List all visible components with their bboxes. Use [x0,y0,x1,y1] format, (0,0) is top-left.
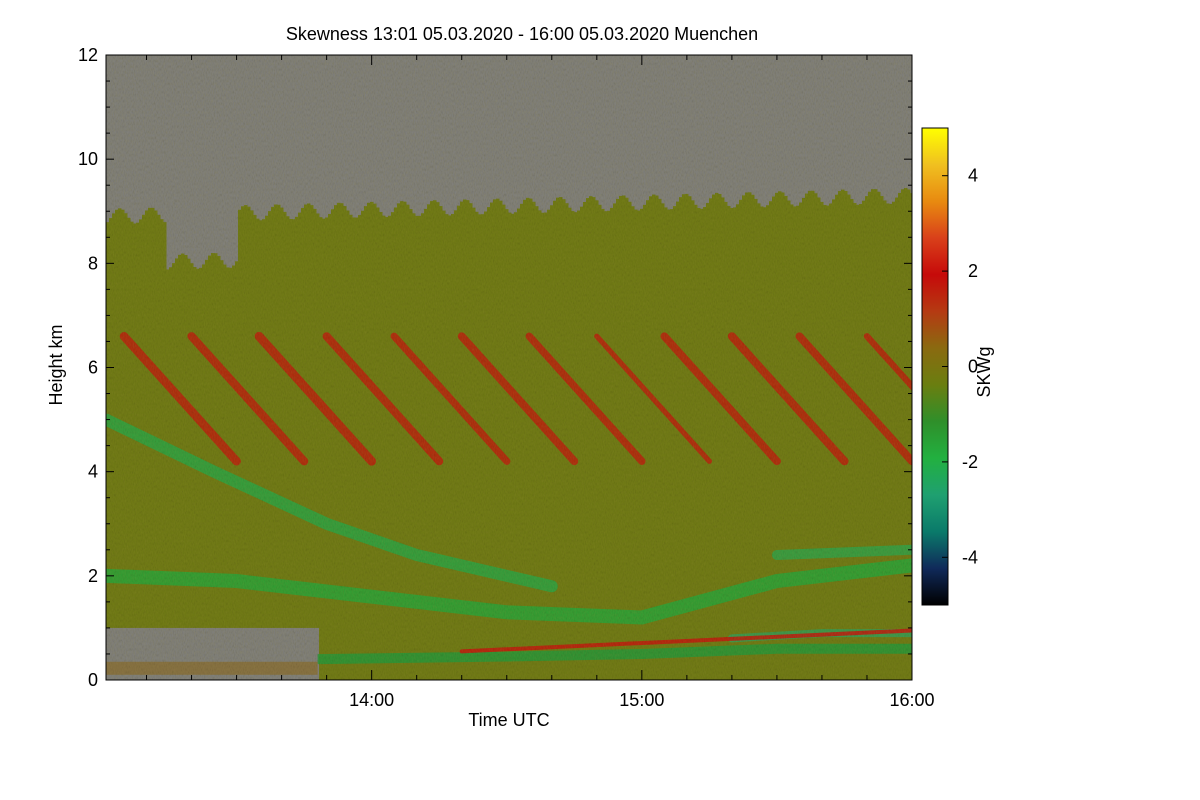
x-axis-label: Time UTC [468,710,549,730]
x-tick-label: 16:00 [889,690,934,710]
colorbar-tick-label: 0 [968,357,978,377]
y-tick-label: 10 [78,149,98,169]
y-axis: 0 2 4 6 8 10 12 [78,45,912,690]
colorbar-tick-label: -4 [962,547,978,567]
colorbar-tick-label: -2 [962,452,978,472]
x-axis: 14:00 15:00 16:00 [146,55,935,710]
y-tick-label: 6 [88,358,98,378]
y-tick-label: 12 [78,45,98,65]
y-tick-label: 8 [88,253,98,273]
y-axis-label: Height km [46,324,66,405]
colorbar-tick-label: 4 [968,166,978,186]
colorbar-ticks: 4 2 0 -2 -4 [942,166,978,567]
colorbar-label: SKWg [974,346,994,397]
y-tick-label: 4 [88,462,98,482]
plot-area [106,55,912,680]
x-tick-label: 15:00 [619,690,664,710]
y-tick-label: 2 [88,566,98,586]
x-tick-label: 14:00 [349,690,394,710]
colorbar-tick-label: 2 [968,261,978,281]
y-tick-label: 0 [88,670,98,690]
chart-title: Skewness 13:01 05.03.2020 - 16:00 05.03.… [286,24,758,44]
texture-overlay [106,55,912,680]
